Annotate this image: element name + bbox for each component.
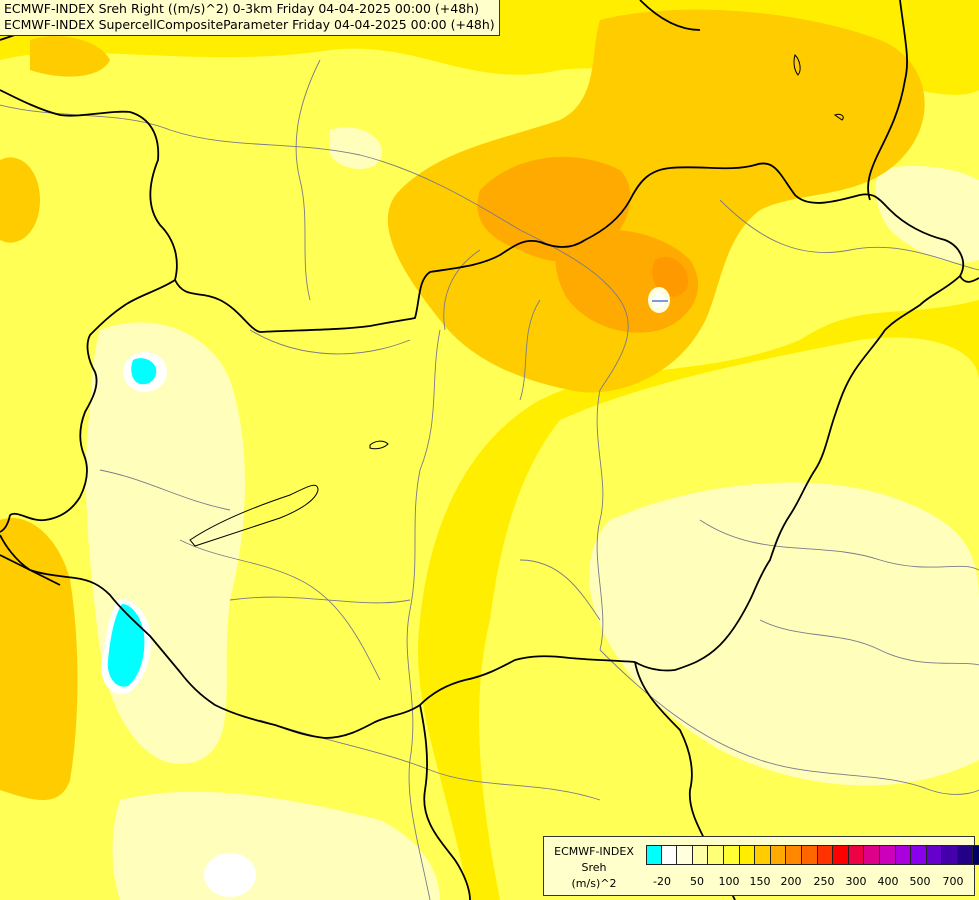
- legend-swatch: [879, 845, 896, 865]
- color-legend: ECMWF-INDEX Sreh (m/s)^2 -20 50 100 150 200 2…: [543, 836, 979, 896]
- lakes: [189, 54, 844, 547]
- legend-tick-label: 200: [780, 875, 802, 888]
- legend-swatch: [942, 845, 958, 865]
- legend-tick-label: -20: [653, 875, 671, 888]
- legend-swatch: [895, 845, 912, 865]
- legend-tick-label: 50: [690, 875, 704, 888]
- shading-orange: [0, 9, 925, 800]
- legend-swatch: [817, 845, 834, 865]
- legend-swatch: [801, 845, 818, 865]
- legend-swatch: [957, 845, 974, 865]
- legend-swatch: [786, 845, 802, 865]
- legend-swatch: [848, 845, 865, 865]
- legend-swatches: [646, 845, 979, 865]
- legend-tick-label: 250: [813, 875, 835, 888]
- legend-tick-label: 100: [718, 875, 740, 888]
- legend-tick-label: 500: [909, 875, 931, 888]
- legend-swatch: [755, 845, 771, 865]
- legend-swatch: [661, 845, 678, 865]
- rivers: [0, 59, 979, 900]
- legend-swatch: [770, 845, 787, 865]
- legend-swatch: [973, 845, 979, 865]
- legend-title-line-2: Sreh: [581, 861, 607, 874]
- legend-swatch: [926, 845, 943, 865]
- legend-swatch: [646, 845, 662, 865]
- legend-swatch: [833, 845, 849, 865]
- cyan-areas: [101, 287, 670, 897]
- legend-tick-label: 150: [749, 875, 771, 888]
- legend-swatch: [864, 845, 880, 865]
- legend-swatch: [911, 845, 927, 865]
- shading-pale: [85, 87, 979, 900]
- legend-swatch: [739, 845, 756, 865]
- legend-swatch: [692, 845, 709, 865]
- title-line-1: ECMWF-INDEX Sreh Right ((m/s)^2) 0-3km F…: [4, 1, 479, 16]
- legend-tick-label: 300: [845, 875, 867, 888]
- legend-swatch: [708, 845, 724, 865]
- legend-tick-label: 700: [942, 875, 964, 888]
- legend-units: (m/s)^2: [571, 877, 617, 890]
- legend-swatch: [723, 845, 740, 865]
- legend-tick-label: 400: [877, 875, 899, 888]
- legend-title-line-1: ECMWF-INDEX: [554, 845, 634, 858]
- title-line-2: ECMWF-INDEX SupercellCompositeParameter …: [4, 17, 495, 32]
- title-box: ECMWF-INDEX Sreh Right ((m/s)^2) 0-3km F…: [0, 0, 500, 36]
- legend-swatch: [677, 845, 693, 865]
- legend-ticks: -20 50 100 150 200 250 300 400 500 700: [646, 875, 976, 889]
